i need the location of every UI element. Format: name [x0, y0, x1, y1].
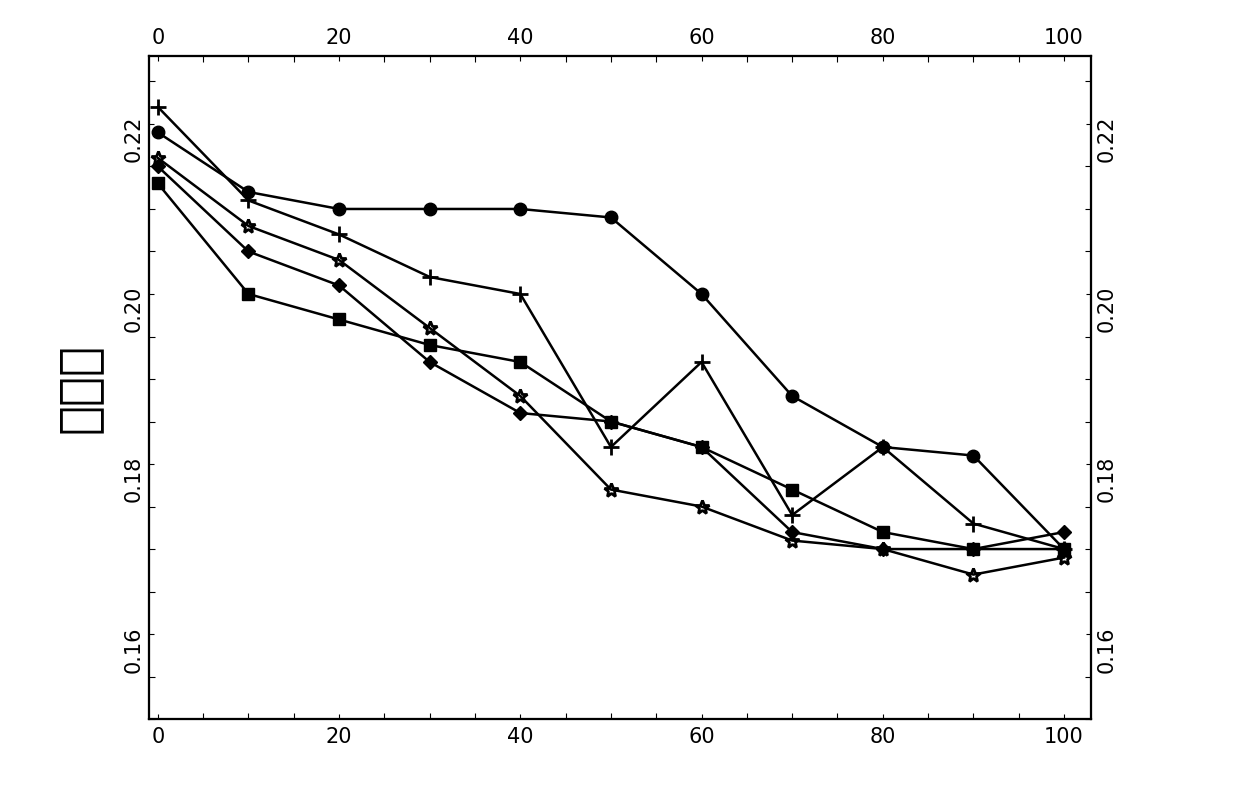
Y-axis label: 泊松比: 泊松比: [55, 343, 103, 432]
